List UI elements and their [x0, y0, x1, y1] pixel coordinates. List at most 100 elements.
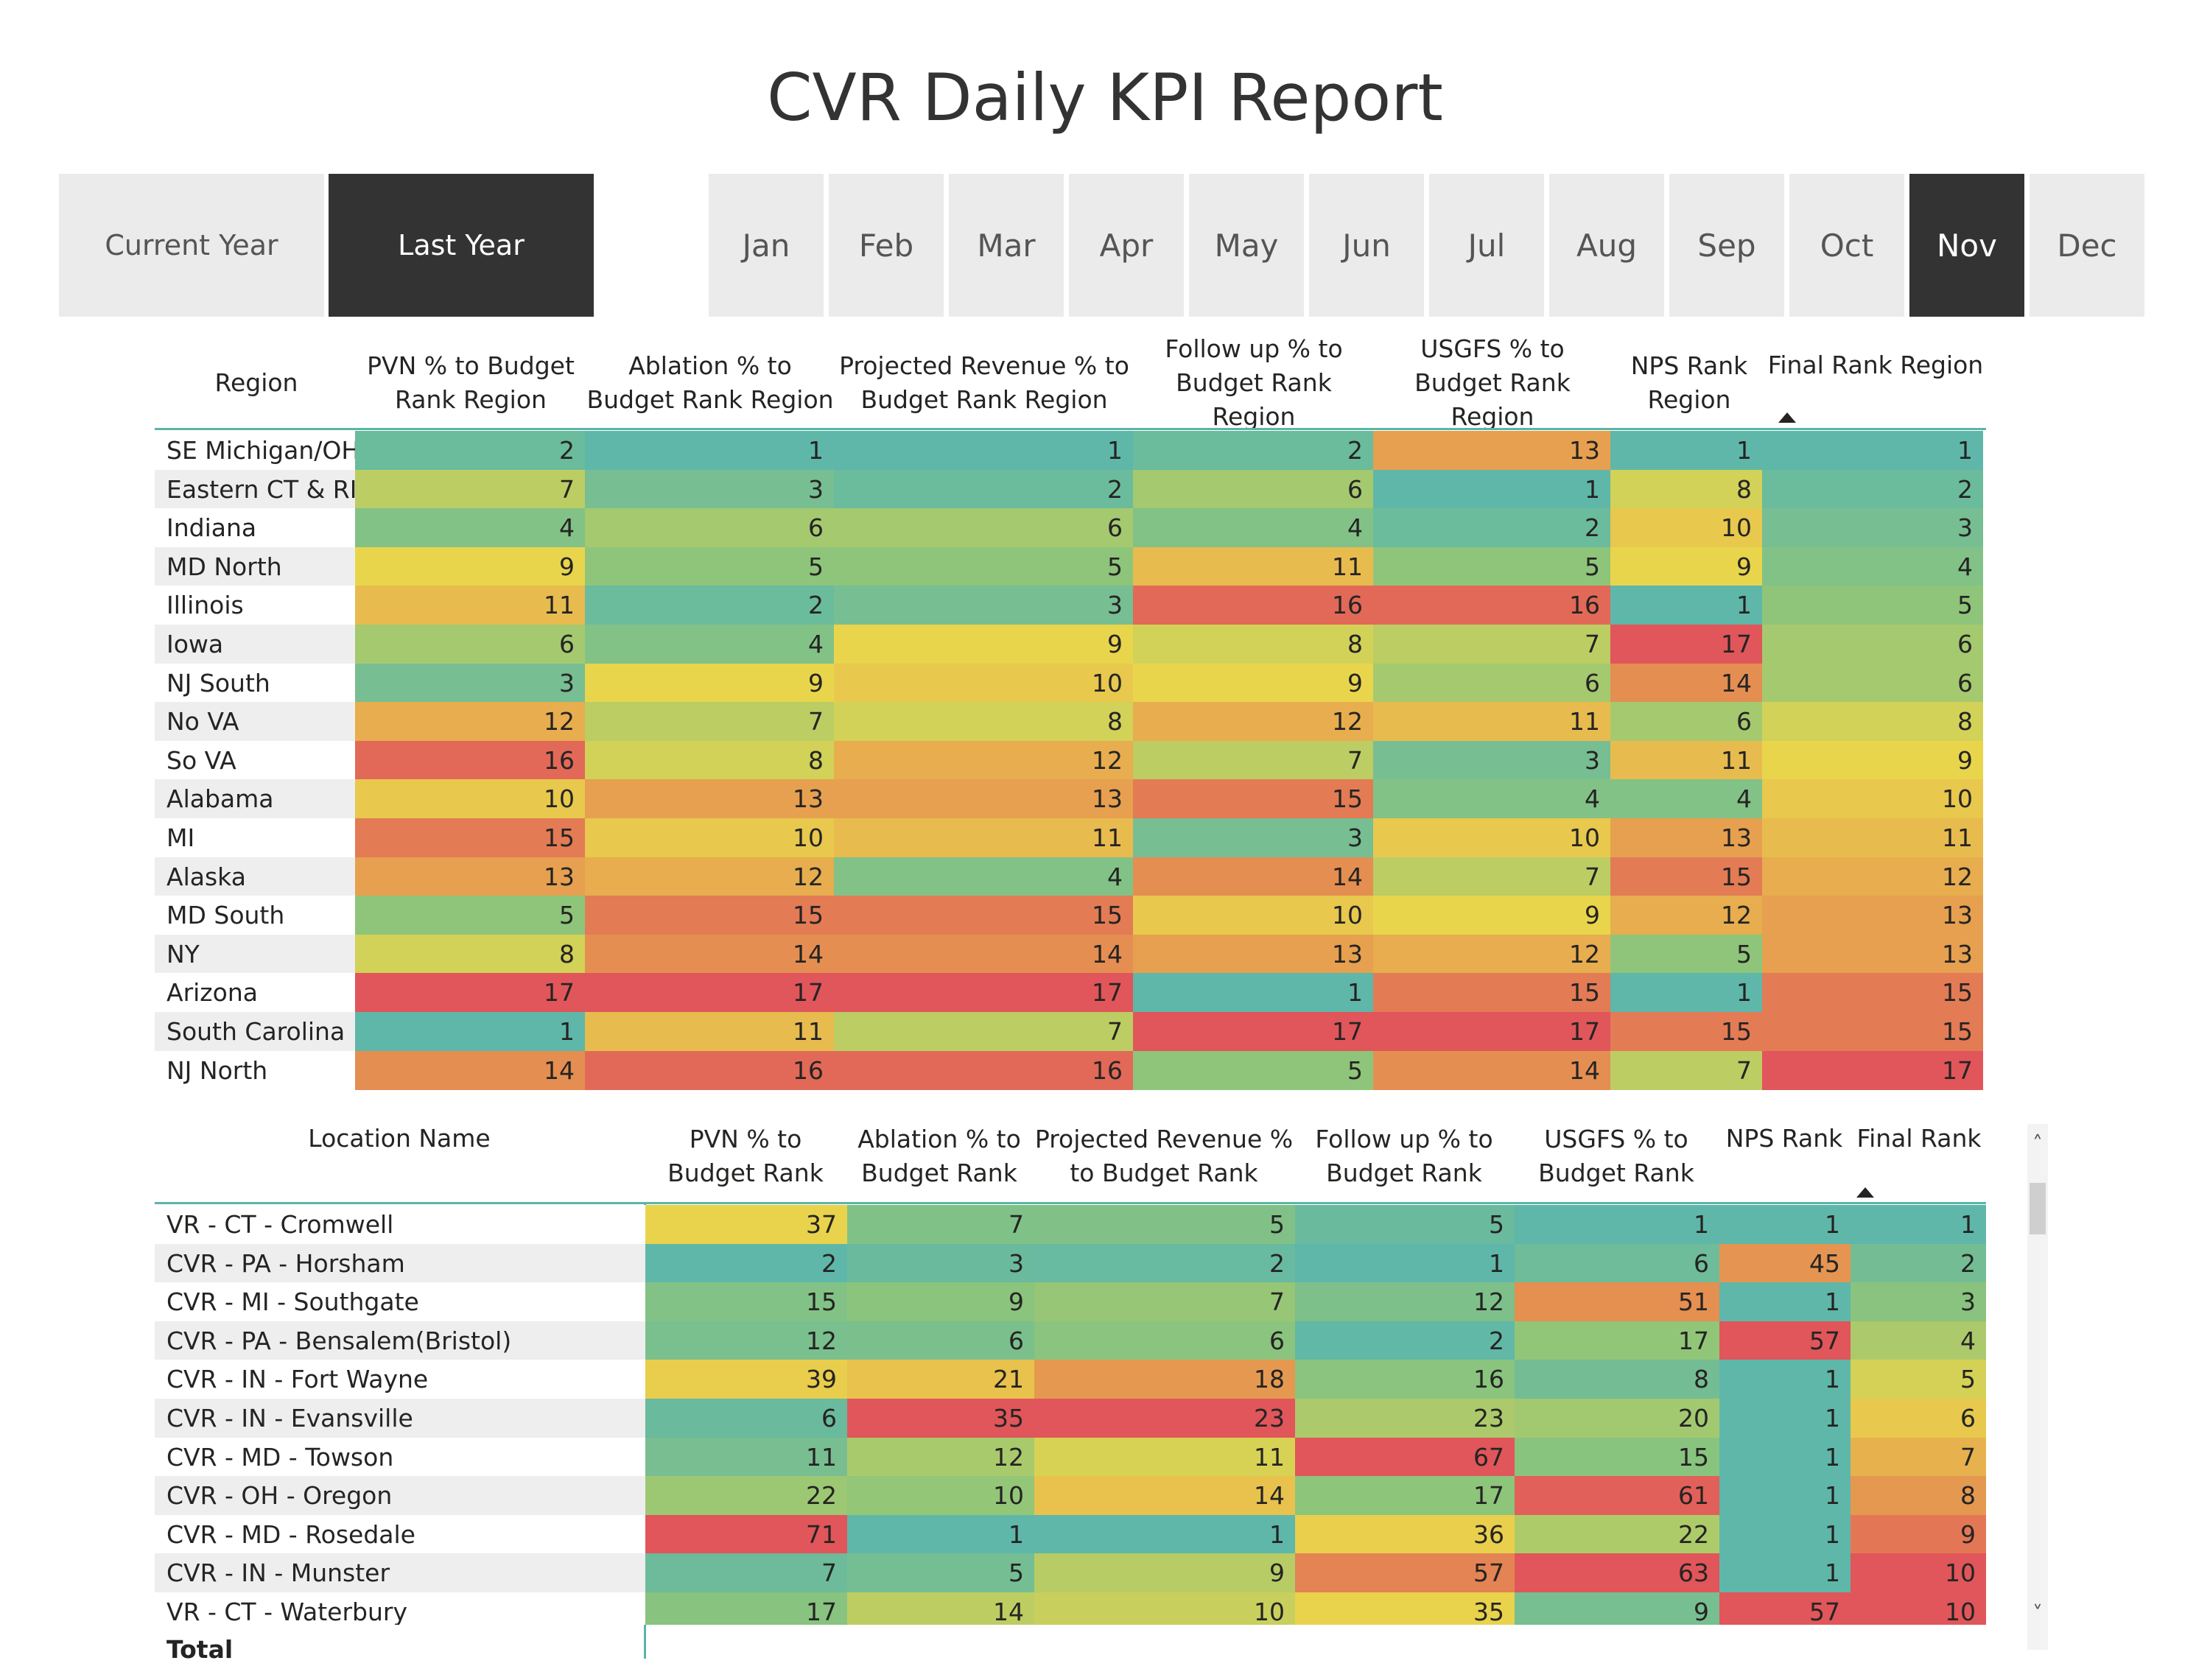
location-col-header-pvn[interactable]: PVN % to Budget Rank	[667, 1125, 824, 1187]
location-cell: 9	[847, 1282, 1034, 1322]
region-cell: 17	[834, 973, 1133, 1013]
slicer-last-year[interactable]: Last Year	[329, 174, 594, 317]
region-row[interactable]: So VA 16 8 12 7 3 11 9	[155, 740, 1983, 780]
region-cell: 12	[1610, 896, 1762, 935]
slicer-month-nov[interactable]: Nov	[1909, 174, 2024, 317]
region-cell: 13	[355, 857, 585, 896]
location-cell: 22	[645, 1476, 847, 1516]
region-row[interactable]: Illinois 11 2 3 16 16 1 5	[155, 586, 1983, 625]
region-row[interactable]: South Carolina 1 11 7 17 17 15 15	[155, 1012, 1983, 1051]
region-row[interactable]: Eastern CT & RI 7 3 2 6 1 8 2	[155, 469, 1983, 509]
slicer-month-feb[interactable]: Feb	[829, 174, 944, 317]
location-col-header-usgfs[interactable]: USGFS % to Budget Rank	[1538, 1125, 1694, 1187]
region-row[interactable]: Iowa 6 4 9 8 7 17 6	[155, 625, 1983, 664]
region-row[interactable]: NJ North 14 16 16 5 14 7 17	[155, 1050, 1983, 1090]
slicer-current-year[interactable]: Current Year	[59, 174, 324, 317]
region-row[interactable]: MI 15 10 11 3 10 13 11	[155, 818, 1983, 857]
region-cell: 5	[585, 546, 834, 586]
region-col-header-follow-up[interactable]: Follow up % to Budget Rank Region	[1165, 334, 1343, 431]
location-table-body[interactable]: VR - CT - Cromwell 37 7 5 5 1 1 1 CVR - PA - Hor…	[155, 1205, 1986, 1625]
region-row[interactable]: MD North 9 5 5 11 5 9 4	[155, 546, 1983, 586]
region-row[interactable]: NY 8 14 14 13 12 5 13	[155, 934, 1983, 974]
slicer-month-oct[interactable]: Oct	[1789, 174, 1904, 317]
chevron-up-icon[interactable]: ˄	[2032, 1131, 2043, 1156]
location-col-header-projected-revenue[interactable]: Projected Revenue % to Budget Rank	[1034, 1125, 1294, 1187]
location-cell: 17	[1515, 1321, 1719, 1360]
location-col-header-nps[interactable]: NPS Rank	[1725, 1124, 1843, 1153]
region-cell: 2	[1133, 431, 1373, 470]
region-cell: 6	[1762, 663, 1983, 703]
location-row[interactable]: CVR - IN - Fort Wayne 39 21 18 16 8 1 5	[155, 1360, 1986, 1399]
location-cell: 1	[1719, 1553, 1851, 1593]
location-row[interactable]: CVR - IN - Evansville 6 35 23 23 20 1 6	[155, 1399, 1986, 1438]
region-cell: 8	[1133, 625, 1373, 664]
region-row[interactable]: Alaska 13 12 4 14 7 15 12	[155, 857, 1983, 896]
region-col-header-region[interactable]: Region	[214, 368, 298, 397]
location-cell: 11	[1034, 1437, 1295, 1477]
region-cell: 5	[1762, 586, 1983, 625]
region-cell: 3	[355, 663, 585, 703]
slicer-month-label: Mar	[977, 227, 1036, 264]
slicer-month-sep[interactable]: Sep	[1669, 174, 1784, 317]
location-col-header-follow-up[interactable]: Follow up % to Budget Rank	[1315, 1125, 1493, 1187]
location-row[interactable]: CVR - PA - Bensalem(Bristol) 12 6 6 2 17 57 4	[155, 1321, 1986, 1360]
location-cell: 51	[1515, 1282, 1719, 1322]
region-row[interactable]: MD South 5 15 15 10 9 12 13	[155, 896, 1983, 935]
location-col-header-name[interactable]: Location Name	[308, 1124, 491, 1153]
region-col-header-usgfs[interactable]: USGFS % to Budget Rank Region	[1414, 334, 1571, 431]
location-row-name: CVR - IN - Munster	[155, 1553, 645, 1593]
region-col-header-projected-revenue[interactable]: Projected Revenue % to Budget Rank Regio…	[839, 351, 1129, 414]
region-cell: 1	[585, 431, 834, 470]
location-row[interactable]: CVR - MD - Rosedale 71 1 1 36 22 1 9	[155, 1514, 1986, 1554]
region-cell: 4	[355, 508, 585, 548]
location-cell: 45	[1719, 1243, 1851, 1283]
location-cell: 10	[847, 1476, 1034, 1516]
location-cell: 4	[1851, 1321, 1986, 1360]
region-cell: 12	[1373, 934, 1610, 974]
location-row[interactable]: CVR - MD - Towson 11 12 11 67 15 1 7	[155, 1437, 1986, 1477]
location-row[interactable]: VR - CT - Cromwell 37 7 5 5 1 1 1	[155, 1205, 1986, 1244]
slicer-month-label: Jul	[1467, 227, 1506, 264]
location-row[interactable]: CVR - OH - Oregon 22 10 14 17 61 1 8	[155, 1476, 1986, 1516]
region-cell: 15	[1133, 779, 1373, 819]
region-cell: 16	[355, 740, 585, 780]
slicer-month-aug[interactable]: Aug	[1549, 174, 1664, 317]
region-row-name: So VA	[155, 740, 355, 780]
region-row[interactable]: NJ South 3 9 10 9 6 14 6	[155, 663, 1983, 703]
region-col-header-final-rank[interactable]: Final Rank Region	[1767, 351, 1984, 379]
region-row[interactable]: Alabama 10 13 13 15 4 4 10	[155, 779, 1983, 819]
region-col-header-pvn[interactable]: PVN % to Budget Rank Region	[367, 351, 575, 414]
slicer-month-jun[interactable]: Jun	[1309, 174, 1424, 317]
location-table-scroll-thumb[interactable]	[2030, 1183, 2046, 1234]
location-col-header-ablation[interactable]: Ablation % to Budget Rank	[857, 1125, 1021, 1187]
region-cell: 9	[1373, 896, 1610, 935]
location-row[interactable]: VR - CT - Waterbury 17 14 10 35 9 57 10	[155, 1592, 1986, 1625]
slicer-month-jan[interactable]: Jan	[709, 174, 824, 317]
location-row[interactable]: CVR - PA - Horsham 2 3 2 1 6 45 2	[155, 1243, 1986, 1283]
region-row[interactable]: No VA 12 7 8 12 11 6 8	[155, 702, 1983, 742]
slicer-month-dec[interactable]: Dec	[2030, 174, 2144, 317]
region-cell: 10	[1373, 818, 1610, 857]
region-cell: 15	[1762, 1012, 1983, 1051]
region-cell: 2	[1373, 508, 1610, 548]
slicer-month-label: Nov	[1937, 227, 1997, 264]
location-row[interactable]: CVR - MI - Southgate 15 9 7 12 51 1 3	[155, 1282, 1986, 1322]
slicer-month-jul[interactable]: Jul	[1429, 174, 1544, 317]
location-row[interactable]: CVR - IN - Munster 7 5 9 57 63 1 10	[155, 1553, 1986, 1593]
region-row[interactable]: SE Michigan/OH 2 1 1 2 13 1 1	[155, 431, 1983, 470]
region-row[interactable]: Indiana 4 6 6 4 2 10 3	[155, 508, 1983, 548]
region-cell: 2	[585, 586, 834, 625]
location-cell: 35	[1295, 1592, 1515, 1625]
chevron-down-icon[interactable]: ˅	[2032, 1601, 2043, 1625]
region-cell: 7	[1610, 1050, 1762, 1090]
region-row[interactable]: Arizona 17 17 17 1 15 1 15	[155, 973, 1983, 1013]
region-col-header-nps[interactable]: NPS Rank Region	[1630, 351, 1748, 414]
slicer-month-may[interactable]: May	[1189, 174, 1304, 317]
region-col-header-ablation[interactable]: Ablation % to Budget Rank Region	[586, 351, 834, 414]
slicer-month-mar[interactable]: Mar	[949, 174, 1064, 317]
region-cell: 12	[1133, 702, 1373, 742]
location-col-header-final-rank[interactable]: Final Rank	[1856, 1124, 1982, 1153]
location-cell: 14	[1034, 1476, 1295, 1516]
slicer-current-year-label: Current Year	[105, 229, 278, 261]
slicer-month-apr[interactable]: Apr	[1069, 174, 1184, 317]
